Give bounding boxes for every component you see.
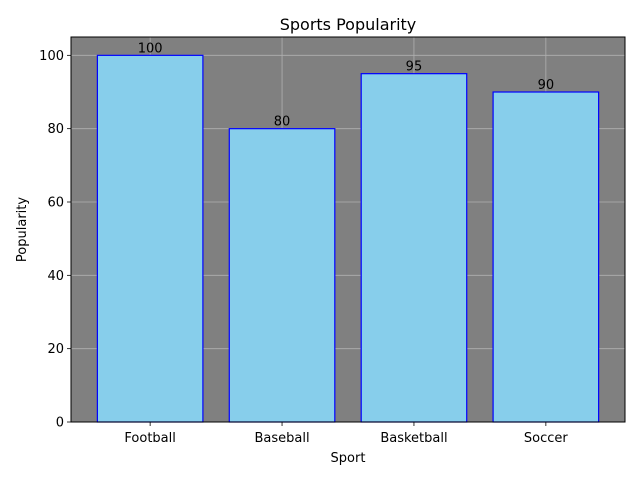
x-axis-label: Sport	[331, 451, 366, 466]
y-tick-label: 60	[47, 196, 64, 211]
bars-group	[96, 54, 600, 423]
bar-data-label: 80	[274, 115, 291, 130]
x-tick-label: Baseball	[254, 431, 309, 446]
data-labels-group: 100 80 95 90	[138, 41, 554, 129]
bar-data-label: 100	[138, 41, 163, 56]
bar	[360, 73, 468, 423]
x-tick-label: Basketball	[380, 431, 447, 446]
bar-data-label: 90	[538, 78, 555, 93]
y-tick-label: 100	[39, 49, 64, 64]
bar	[96, 54, 204, 423]
x-axis-ticks: Football Baseball Basketball Soccer	[124, 422, 568, 446]
plot-frame	[70, 36, 626, 423]
y-tick-label: 20	[47, 342, 64, 357]
bar	[228, 128, 336, 423]
x-tick-label: Football	[124, 431, 175, 446]
y-tick-label: 80	[47, 122, 64, 137]
y-axis-ticks: 0 20 40 60 80 100	[39, 49, 71, 431]
bar	[492, 91, 600, 423]
y-tick-label: 0	[56, 416, 64, 431]
chart-title: Sports Popularity	[280, 15, 417, 34]
bar-data-label: 95	[406, 60, 423, 75]
x-tick-label: Soccer	[524, 431, 568, 446]
y-tick-label: 40	[47, 269, 64, 284]
y-axis-label: Popularity	[15, 197, 30, 262]
